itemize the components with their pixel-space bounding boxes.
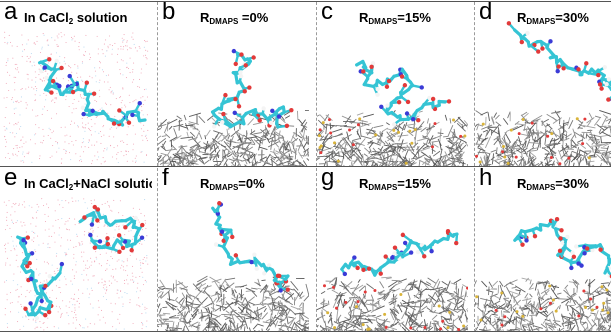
panel-caption: RDMAPS =0% [200,10,268,26]
panel-letter: g [321,168,335,191]
simulation-render [158,48,309,166]
caption-tail: =15% [397,176,431,191]
solvent-ions [3,31,149,165]
panel-letter: c [321,2,333,25]
polymer-brush-surface [158,275,309,332]
panel-g: g RDMAPS=15% [316,168,468,332]
polymer-brush-surface [475,109,611,166]
panel-d: d RDMAPS=30% [474,2,611,166]
panel-caption: RDMAPS=15% [359,176,431,192]
caption-tail: =30% [555,176,589,191]
panel-letter: b [162,2,176,25]
caption-subscript: 2 [68,183,74,192]
caption-main: R [359,10,369,25]
peptide-molecule [78,204,145,254]
polymer-brush-surface [158,110,309,166]
peptide-molecule [513,217,611,279]
caption-main: R [200,176,210,191]
caption-main: In CaCl [24,176,69,191]
caption-main: R [359,176,369,191]
caption-tail: +NaCl solution [73,176,152,191]
row-separator [0,166,611,167]
panel-a: a In CaCl2 solution [0,2,152,166]
polymer-brush-surface [317,276,468,332]
panel-caption: In CaCl2+NaCl solution [24,176,152,192]
caption-tail: solution [73,10,128,25]
caption-tail: =30% [555,10,589,25]
polymer-brush-surface [317,110,468,166]
panel-letter: d [479,2,493,25]
caption-subscript: DMAPS [209,17,239,26]
panel-letter: h [479,168,493,191]
caption-subscript: DMAPS [209,183,239,192]
caption-tail: =0% [238,176,265,191]
simulation-render [475,217,611,332]
peptide-molecule [355,59,452,127]
peptide-molecule [340,229,459,277]
row-separator [0,1,611,2]
peptide-molecule [16,235,65,321]
panel-letter: a [4,2,18,25]
caption-main: R [200,10,210,25]
caption-subscript: DMAPS [526,17,556,26]
panel-h: h RDMAPS=30% [474,168,611,332]
polymer-brush-surface [475,277,611,332]
panel-caption: RDMAPS=30% [517,10,589,26]
simulation-render [158,201,309,332]
panel-caption: RDMAPS=30% [517,176,589,192]
peptide-molecule [37,57,147,127]
peptide-molecule [210,48,294,129]
caption-subscript: DMAPS [368,183,398,192]
caption-subscript: 2 [68,17,74,26]
panel-f: f RDMAPS=0% [157,168,309,332]
panel-b: b RDMAPS =0% [157,2,309,166]
caption-subscript: DMAPS [526,183,556,192]
caption-main: R [517,10,527,25]
panel-letter: e [4,168,18,191]
panel-letter: f [162,168,169,191]
panel-e: e In CaCl2+NaCl solution [0,168,152,332]
caption-subscript: DMAPS [368,17,398,26]
peptide-molecule [211,201,290,293]
caption-tail: =0% [238,10,269,25]
panel-caption: RDMAPS=0% [200,176,265,192]
caption-main: R [517,176,527,191]
simulation-render [475,21,611,166]
caption-tail: =15% [397,10,431,25]
panel-caption: In CaCl2 solution [24,10,127,26]
simulation-render [3,197,149,331]
simulation-render [317,229,468,332]
peptide-molecule [506,21,611,102]
simulation-render [3,31,149,165]
panel-caption: RDMAPS=15% [359,10,431,26]
simulation-render [317,59,468,166]
panel-c: c RDMAPS=15% [316,2,468,166]
caption-main: In CaCl [24,10,69,25]
